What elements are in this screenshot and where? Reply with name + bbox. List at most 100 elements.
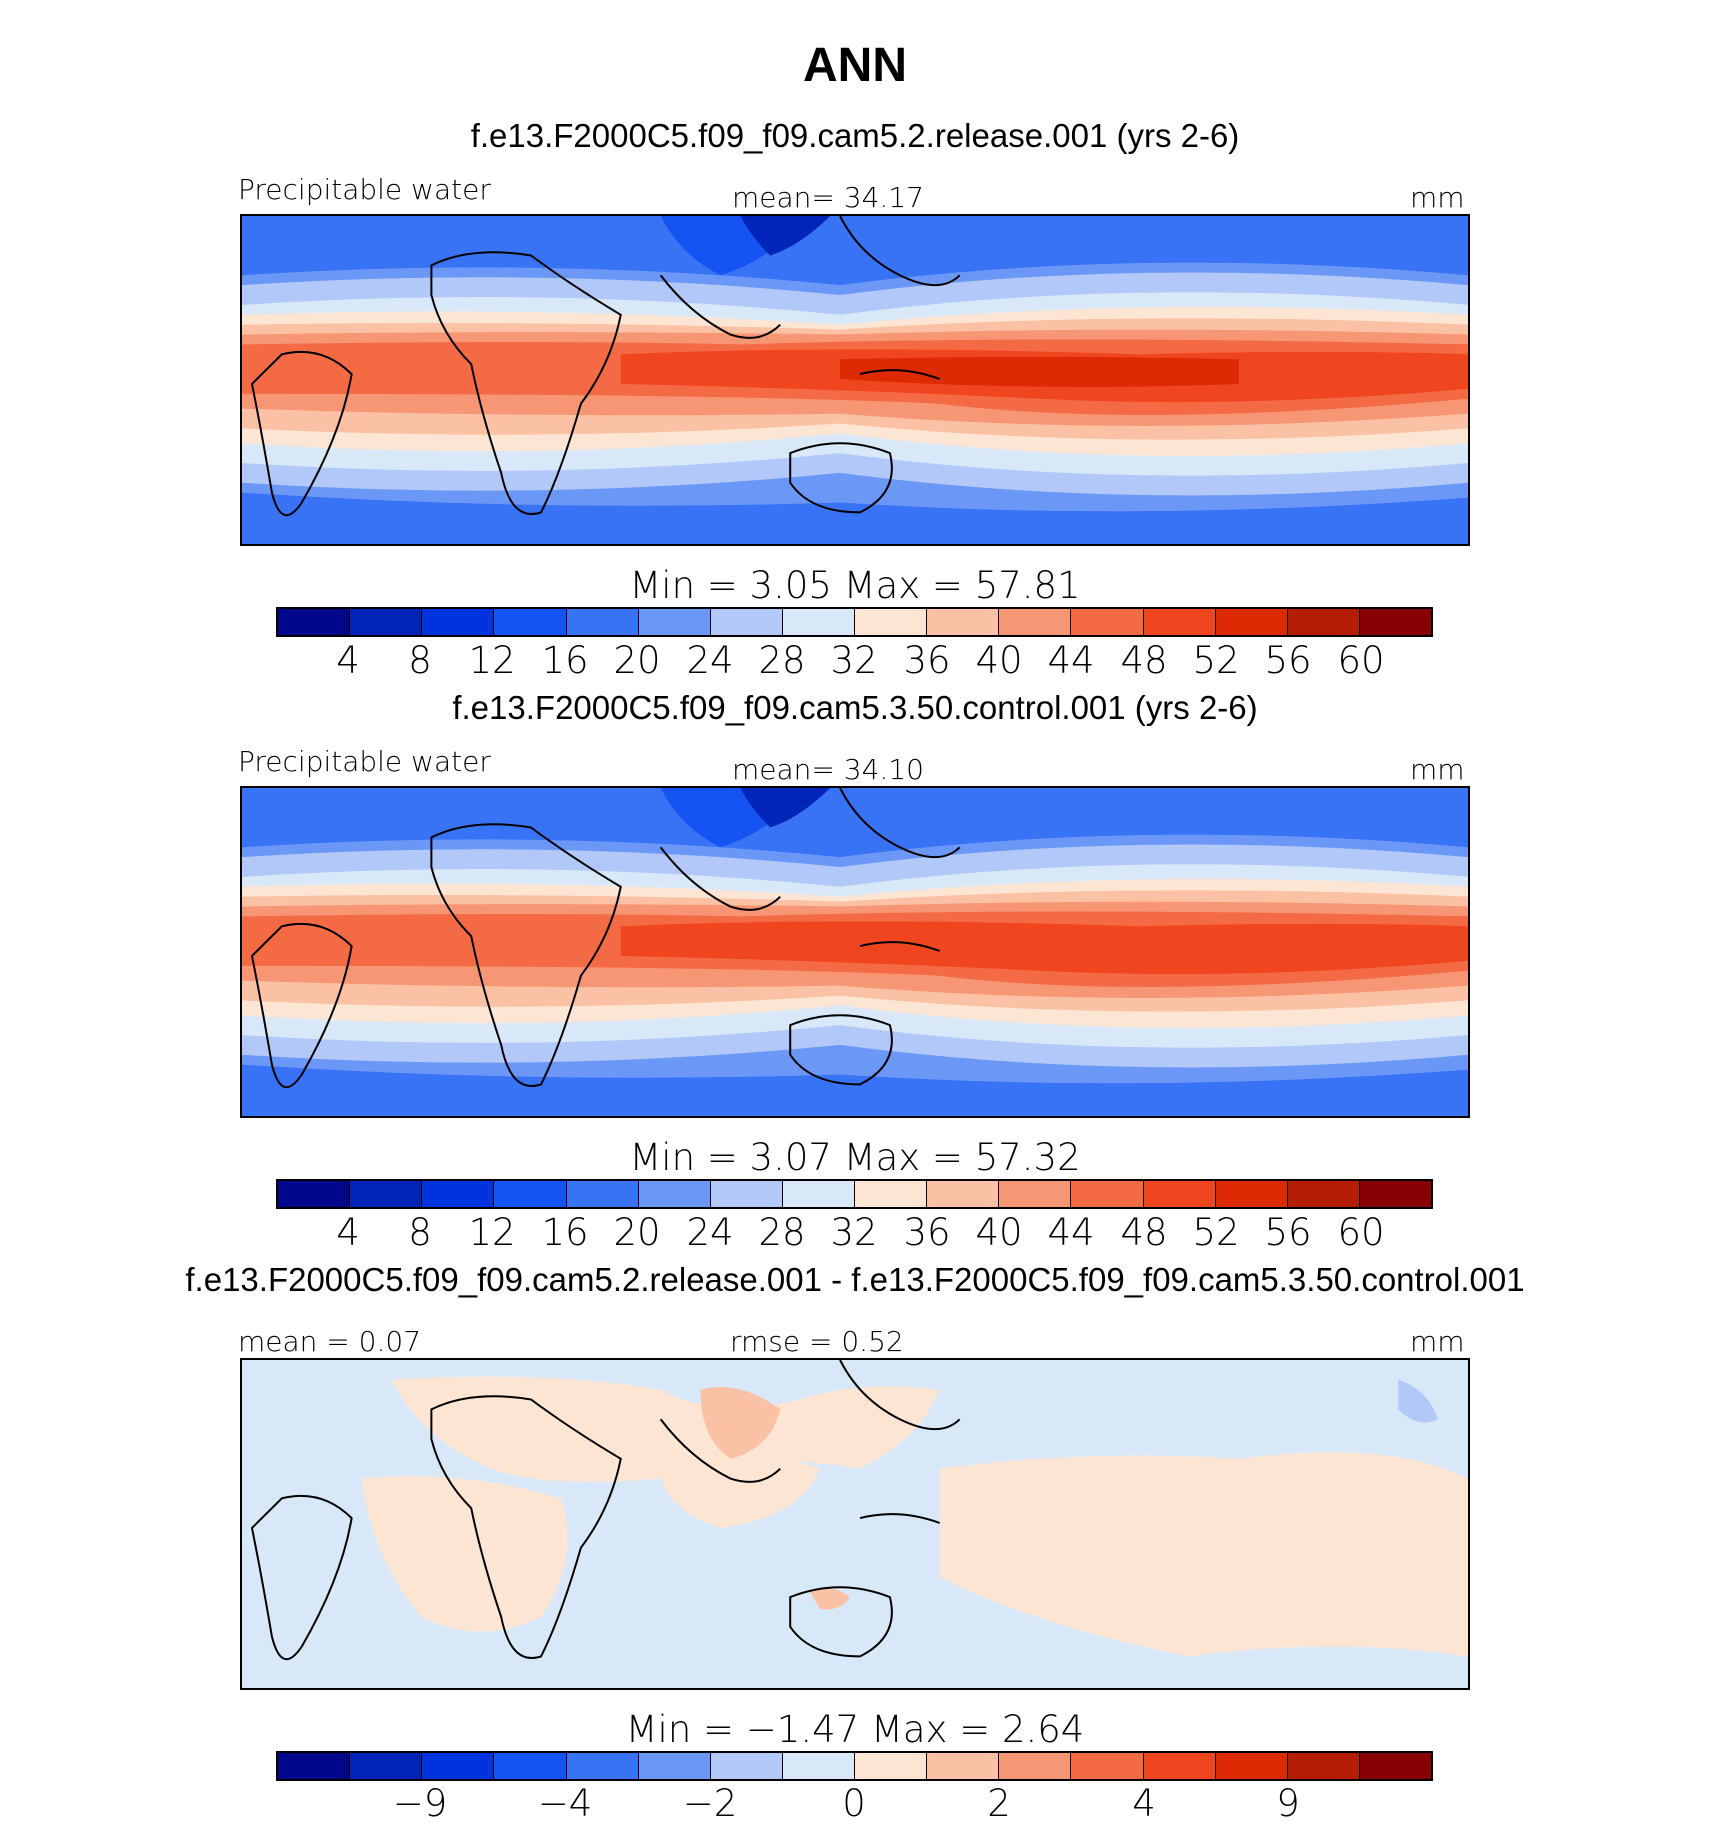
colorbar-tick-label: 8 bbox=[408, 1211, 432, 1254]
colorbar-tick-label: 24 bbox=[686, 1211, 734, 1254]
panel2-units-label: mm bbox=[1410, 753, 1465, 786]
colorbar-swatch bbox=[1143, 1753, 1216, 1779]
colorbar-tick-label: 2 bbox=[987, 1782, 1011, 1825]
colorbar-tick-label: 48 bbox=[1120, 639, 1168, 682]
colorbar-swatch bbox=[422, 609, 495, 635]
panel1-map bbox=[240, 214, 1470, 546]
panel1-colorbar bbox=[276, 607, 1433, 637]
colorbar-swatch bbox=[782, 1181, 855, 1207]
colorbar-tick-label: 12 bbox=[468, 639, 516, 682]
colorbar-tick-label: 0 bbox=[842, 1782, 866, 1825]
colorbar-tick-label: −2 bbox=[682, 1782, 738, 1825]
panel3-units-label: mm bbox=[1410, 1325, 1465, 1358]
panel1-minmax: Min = 3.05 Max = 57.81 bbox=[629, 564, 1081, 607]
colorbar-swatch bbox=[855, 1181, 928, 1207]
colorbar-swatch bbox=[1287, 609, 1360, 635]
colorbar-swatch bbox=[1143, 1181, 1216, 1207]
colorbar-swatch bbox=[1359, 1753, 1431, 1779]
colorbar-swatch bbox=[638, 1181, 711, 1207]
colorbar-swatch bbox=[1215, 609, 1288, 635]
panel1-units-label: mm bbox=[1410, 181, 1465, 214]
colorbar-swatch bbox=[999, 1753, 1072, 1779]
colorbar-tick-label: 52 bbox=[1192, 639, 1240, 682]
colorbar-swatch bbox=[999, 1181, 1072, 1207]
panel3-minmax: Min = −1.47 Max = 2.64 bbox=[625, 1708, 1085, 1751]
colorbar-tick-label: 9 bbox=[1276, 1782, 1300, 1825]
colorbar-tick-label: 16 bbox=[541, 1211, 589, 1254]
panel1-field-label: Precipitable water bbox=[238, 173, 491, 206]
colorbar-swatch bbox=[422, 1181, 495, 1207]
panel2-colorbar bbox=[276, 1179, 1433, 1209]
colorbar-swatch bbox=[1143, 609, 1216, 635]
colorbar-tick-label: 12 bbox=[468, 1211, 516, 1254]
colorbar-swatch bbox=[422, 1753, 495, 1779]
panel1-mean-label: mean= 34.17 bbox=[732, 181, 924, 214]
panel2-field-label: Precipitable water bbox=[238, 745, 491, 778]
colorbar-tick-label: −4 bbox=[537, 1782, 593, 1825]
panel2-map bbox=[240, 786, 1470, 1118]
panel1-colorbar-ticks: 4 8 12 16 20 24 28 32 36 40 44 48 52 56 … bbox=[0, 640, 1710, 682]
colorbar-swatch bbox=[1071, 1753, 1144, 1779]
colorbar-swatch bbox=[855, 609, 928, 635]
panel3-map bbox=[240, 1358, 1470, 1690]
colorbar-tick-label: 16 bbox=[541, 639, 589, 682]
colorbar-tick-label: 4 bbox=[336, 639, 360, 682]
panel2-colorbar-ticks: 4 8 12 16 20 24 28 32 36 40 44 48 52 56 … bbox=[0, 1212, 1710, 1254]
colorbar-tick-label: 32 bbox=[830, 1211, 878, 1254]
colorbar-swatch bbox=[638, 609, 711, 635]
colorbar-swatch bbox=[350, 1753, 423, 1779]
colorbar-swatch bbox=[710, 609, 783, 635]
colorbar-swatch bbox=[710, 1753, 783, 1779]
colorbar-swatch bbox=[566, 609, 639, 635]
colorbar-swatch bbox=[1287, 1181, 1360, 1207]
panel3-colorbar-ticks: −9 −4 −2 0 2 4 9 bbox=[0, 1783, 1710, 1825]
colorbar-tick-label: 48 bbox=[1120, 1211, 1168, 1254]
colorbar-swatch bbox=[927, 609, 1000, 635]
colorbar-swatch bbox=[1071, 1181, 1144, 1207]
colorbar-tick-label: 60 bbox=[1337, 1211, 1385, 1254]
main-title: ANN bbox=[803, 39, 907, 92]
colorbar-swatch bbox=[1071, 609, 1144, 635]
colorbar-tick-label: 60 bbox=[1337, 639, 1385, 682]
panel2-mean-label: mean= 34.10 bbox=[732, 753, 924, 786]
panel2-minmax: Min = 3.07 Max = 57.32 bbox=[629, 1136, 1081, 1179]
colorbar-tick-label: 56 bbox=[1264, 1211, 1312, 1254]
colorbar-swatch bbox=[1359, 1181, 1431, 1207]
colorbar-swatch bbox=[1287, 1753, 1360, 1779]
colorbar-tick-label: 44 bbox=[1047, 639, 1095, 682]
colorbar-swatch bbox=[278, 609, 351, 635]
panel2-case-title: f.e13.F2000C5.f09_f09.cam5.3.50.control.… bbox=[452, 689, 1258, 726]
colorbar-swatch bbox=[1215, 1753, 1288, 1779]
colorbar-swatch bbox=[855, 1753, 928, 1779]
colorbar-swatch bbox=[1359, 609, 1431, 635]
panel1-case-title: f.e13.F2000C5.f09_f09.cam5.2.release.001… bbox=[470, 117, 1240, 154]
colorbar-tick-label: 40 bbox=[975, 639, 1023, 682]
colorbar-swatch bbox=[927, 1181, 1000, 1207]
colorbar-swatch bbox=[350, 609, 423, 635]
colorbar-tick-label: 56 bbox=[1264, 639, 1312, 682]
colorbar-swatch bbox=[710, 1181, 783, 1207]
colorbar-tick-label: 28 bbox=[758, 1211, 806, 1254]
colorbar-swatch bbox=[999, 609, 1072, 635]
colorbar-tick-label: −9 bbox=[392, 1782, 448, 1825]
colorbar-tick-label: 28 bbox=[758, 639, 806, 682]
colorbar-tick-label: 32 bbox=[830, 639, 878, 682]
colorbar-tick-label: 20 bbox=[613, 639, 661, 682]
colorbar-swatch bbox=[782, 609, 855, 635]
colorbar-tick-label: 36 bbox=[903, 1211, 951, 1254]
colorbar-tick-label: 40 bbox=[975, 1211, 1023, 1254]
colorbar-tick-label: 36 bbox=[903, 639, 951, 682]
colorbar-swatch bbox=[350, 1181, 423, 1207]
colorbar-swatch bbox=[638, 1753, 711, 1779]
colorbar-swatch bbox=[566, 1181, 639, 1207]
colorbar-tick-label: 52 bbox=[1192, 1211, 1240, 1254]
colorbar-tick-label: 20 bbox=[613, 1211, 661, 1254]
colorbar-tick-label: 44 bbox=[1047, 1211, 1095, 1254]
colorbar-swatch bbox=[494, 1181, 567, 1207]
colorbar-tick-label: 4 bbox=[336, 1211, 360, 1254]
colorbar-swatch bbox=[278, 1181, 351, 1207]
colorbar-tick-label: 8 bbox=[408, 639, 432, 682]
colorbar-tick-label: 4 bbox=[1132, 1782, 1156, 1825]
panel3-colorbar bbox=[276, 1751, 1433, 1781]
colorbar-swatch bbox=[494, 609, 567, 635]
